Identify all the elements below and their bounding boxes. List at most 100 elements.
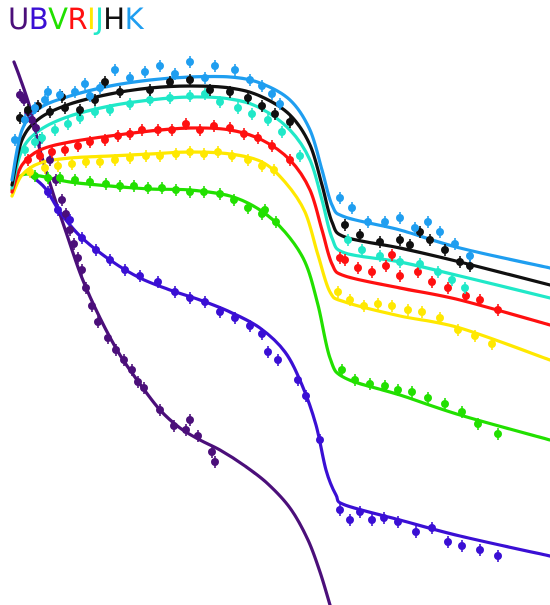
point-R-5: [86, 136, 94, 148]
point-H-21: [406, 239, 414, 251]
point-V-14: [230, 194, 238, 206]
point-I-28: [488, 338, 496, 350]
point-J-7: [106, 104, 114, 116]
point-B-12: [216, 306, 224, 318]
point-J-16: [264, 114, 272, 126]
point-J-24: [434, 266, 442, 278]
point-K-0: [11, 134, 19, 146]
point-B-6: [121, 264, 129, 276]
point-B-28: [428, 522, 436, 534]
point-J-1: [31, 136, 39, 148]
point-H-23: [426, 234, 434, 246]
point-B-23: [356, 506, 364, 518]
point-R-2: [48, 146, 56, 158]
point-V-18: [338, 364, 346, 376]
point-V-6: [116, 180, 124, 192]
point-K-1: [21, 114, 29, 126]
point-K-2: [31, 102, 39, 114]
point-I-0: [26, 166, 34, 178]
point-I-4: [82, 156, 90, 168]
point-K-17: [246, 74, 254, 86]
point-J-26: [461, 282, 469, 294]
point-K-12: [171, 68, 179, 80]
point-B-3: [78, 232, 86, 244]
point-J-22: [396, 256, 404, 268]
point-B-19: [302, 390, 310, 402]
point-I-22: [388, 300, 396, 312]
point-R-23: [382, 260, 390, 272]
point-B-1: [54, 204, 62, 216]
point-V-22: [394, 384, 402, 396]
point-B-0: [44, 186, 52, 198]
legend: UBVRIJHK: [8, 2, 144, 36]
point-B-18: [294, 374, 302, 386]
point-I-3: [68, 158, 76, 170]
point-R-12: [182, 118, 190, 130]
point-U-3: [28, 114, 36, 126]
point-K-9: [126, 72, 134, 84]
point-V-9: [158, 182, 166, 194]
point-B-2: [66, 214, 74, 226]
point-R-18: [268, 140, 276, 152]
point-U-14: [82, 282, 90, 294]
point-R-11: [168, 124, 176, 136]
point-I-23: [404, 304, 412, 316]
point-V-5: [102, 178, 110, 190]
point-I-7: [126, 152, 134, 164]
point-R-0: [24, 154, 32, 166]
point-I-6: [111, 154, 119, 166]
point-B-32: [494, 550, 502, 562]
point-R-22: [368, 266, 376, 278]
point-B-20: [316, 434, 324, 446]
point-R-19: [286, 154, 294, 166]
point-B-14: [246, 320, 254, 332]
point-H-10: [186, 74, 194, 86]
point-B-21: [336, 504, 344, 516]
point-R-10: [154, 124, 162, 136]
point-K-26: [411, 222, 419, 234]
point-B-13: [231, 312, 239, 324]
point-J-11: [186, 90, 194, 102]
point-U-12: [74, 252, 82, 264]
point-H-3: [46, 106, 54, 118]
point-V-13: [216, 188, 224, 200]
point-R-28: [462, 290, 470, 302]
point-I-14: [228, 150, 236, 162]
point-U-17: [104, 332, 112, 344]
point-R-17: [254, 132, 262, 144]
point-H-7: [116, 86, 124, 98]
point-K-20: [276, 98, 284, 110]
point-R-14: [210, 120, 218, 132]
point-K-10: [141, 66, 149, 78]
legend-entry-V: V: [48, 2, 68, 36]
point-R-24: [396, 270, 404, 282]
point-R-1: [36, 150, 44, 162]
point-I-18: [334, 286, 342, 298]
point-I-15: [244, 154, 252, 166]
point-H-17: [341, 219, 349, 231]
point-V-17: [272, 216, 280, 228]
point-I-11: [186, 146, 194, 158]
points-layer: [11, 56, 502, 562]
point-V-3: [71, 174, 79, 186]
point-K-3: [41, 94, 49, 106]
point-V-27: [474, 418, 482, 430]
legend-entry-B: B: [28, 2, 49, 36]
point-J-18: [296, 150, 304, 162]
point-V-11: [186, 186, 194, 198]
legend-entry-H: H: [103, 2, 125, 36]
point-B-17: [274, 354, 282, 366]
point-H-1: [24, 104, 32, 116]
point-H-20: [396, 234, 404, 246]
point-U-21: [134, 376, 142, 388]
point-R-8: [126, 128, 134, 140]
point-I-5: [96, 156, 104, 168]
point-J-6: [91, 106, 99, 118]
point-J-21: [376, 250, 384, 262]
point-V-8: [144, 182, 152, 194]
point-K-19: [268, 88, 276, 100]
point-U-18: [112, 344, 120, 356]
point-U-27: [208, 446, 216, 458]
point-U-1: [20, 94, 28, 106]
point-H-4: [61, 102, 69, 114]
